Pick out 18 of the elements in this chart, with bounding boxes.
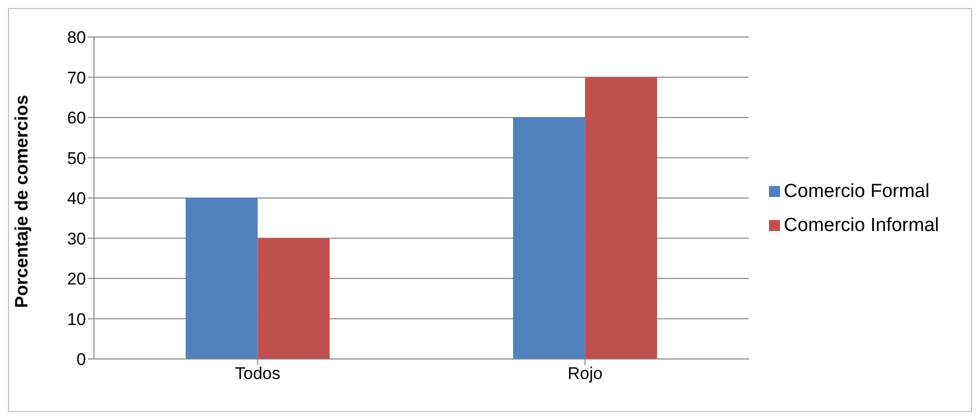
x-tick-label: Rojo (568, 364, 603, 384)
y-tick-label: 80 (67, 28, 86, 48)
x-tick-label: Todos (235, 364, 280, 384)
y-axis-title: Porcentaje de comercios (11, 94, 32, 308)
y-tick-label: 10 (67, 310, 86, 329)
legend-label: Comercio Formal (784, 181, 930, 202)
y-tick-label: 50 (67, 148, 86, 168)
legend-label: Comercio Informal (784, 215, 939, 236)
y-tick-label: 70 (67, 68, 86, 88)
bar (513, 118, 586, 359)
y-tick-label: 40 (67, 189, 86, 208)
bar (258, 238, 330, 359)
y-tick-label: 30 (67, 229, 86, 248)
y-tick-label: 60 (67, 108, 86, 128)
bar (585, 77, 658, 359)
y-tick-label: 20 (67, 270, 86, 289)
bar (186, 198, 258, 359)
y-tick-label: 0 (76, 350, 86, 370)
